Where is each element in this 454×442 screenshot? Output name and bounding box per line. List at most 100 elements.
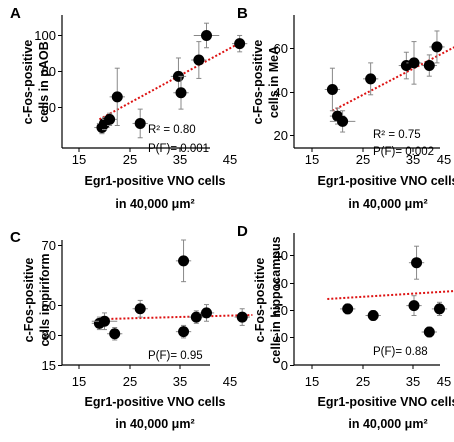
x-tick-label: 15 (72, 374, 86, 389)
data-point (406, 295, 422, 316)
y-axis-label: c-Fos-positive (251, 40, 265, 125)
trend-line (98, 40, 243, 121)
y-tick-label: 40 (274, 85, 288, 100)
trend-line (99, 314, 253, 321)
y-tick-label: 10 (274, 330, 288, 345)
data-point (198, 304, 215, 322)
point-marker (337, 115, 349, 127)
stat-text: R² = 0.80 (148, 124, 196, 136)
x-axis-label: Egr1-positive VNO cells (317, 174, 454, 188)
point-marker (201, 29, 212, 41)
panel-letter: A (10, 5, 21, 22)
panel-letter: D (237, 223, 248, 240)
stat-text: P(F)= 0.95 (148, 350, 203, 362)
x-axis-label: in 40,000 μm² (348, 197, 427, 211)
data-point (132, 108, 148, 139)
x-tick-label: 45 (223, 152, 237, 167)
point-marker (134, 303, 146, 315)
data-point (408, 245, 425, 280)
stat-text: P(F)= 0.88 (373, 346, 428, 358)
point-marker (236, 311, 248, 323)
point-marker (111, 91, 123, 103)
point-marker (99, 315, 110, 327)
y-axis-label: cells in piriform (38, 253, 52, 346)
x-tick-label: 35 (173, 374, 187, 389)
point-marker (342, 303, 354, 315)
trend-line (331, 46, 454, 112)
point-marker (193, 54, 205, 66)
x-axis-label: in 40,000 μm² (115, 417, 194, 431)
data-point (132, 299, 148, 318)
data-point (234, 308, 250, 326)
point-marker (104, 113, 116, 125)
data-point (175, 324, 192, 339)
data-point (91, 312, 118, 331)
data-point (421, 326, 437, 338)
x-tick-label: 25 (356, 152, 370, 167)
panel-letter: B (237, 5, 248, 22)
point-marker (423, 60, 435, 72)
x-tick-label: 25 (123, 374, 137, 389)
y-tick-label: 100 (34, 28, 56, 43)
y-tick-label: 60 (42, 100, 56, 115)
data-point (107, 327, 123, 341)
point-marker (234, 38, 246, 50)
y-axis-label: cells in MeA (267, 46, 281, 118)
x-tick-label: 45 (437, 374, 451, 389)
point-marker (408, 300, 420, 312)
data-point (406, 41, 422, 85)
x-tick-label: 35 (406, 374, 420, 389)
y-axis-label: cells in pAOB (37, 41, 51, 122)
data-point (191, 41, 207, 79)
panel-letter: C (10, 229, 21, 246)
x-tick-label: 35 (173, 152, 187, 167)
point-marker (326, 83, 338, 95)
point-marker (367, 310, 379, 321)
trend-line (327, 290, 454, 300)
point-marker (423, 326, 435, 338)
point-marker (201, 307, 212, 319)
y-tick-label: 20 (274, 128, 288, 143)
stat-text: P(F)= 0.001 (148, 143, 209, 155)
x-tick-label: 25 (356, 374, 370, 389)
point-marker (365, 73, 377, 85)
x-tick-label: 45 (437, 152, 451, 167)
data-point (175, 239, 192, 283)
y-tick-label: 50 (42, 298, 56, 313)
point-marker (109, 328, 121, 340)
stat-text: R² = 0.75 (373, 129, 421, 141)
y-tick-label: 15 (42, 358, 56, 373)
x-axis-label: Egr1-positive VNO cells (84, 174, 225, 188)
data-point (340, 303, 356, 315)
data-point (193, 22, 220, 49)
y-tick-label: 80 (42, 64, 56, 79)
point-marker (178, 255, 190, 267)
data-point (363, 62, 379, 96)
point-marker (178, 326, 190, 338)
point-marker (190, 311, 202, 323)
stat-text: P(F)= 0.002 (373, 146, 434, 158)
data-point (431, 301, 448, 316)
y-tick-label: 20 (274, 303, 288, 318)
data-point (101, 112, 118, 126)
data-point (188, 310, 204, 324)
point-marker (134, 117, 146, 129)
y-axis-label: c-Fos-positive (21, 40, 35, 125)
y-tick-label: 60 (274, 41, 288, 56)
x-axis-label: Egr1-positive VNO cells (84, 395, 225, 409)
data-point (173, 75, 189, 110)
point-marker (408, 57, 420, 69)
x-tick-label: 25 (123, 152, 137, 167)
x-tick-label: 45 (223, 374, 237, 389)
y-tick-label: 0 (281, 358, 288, 373)
y-axis-label: c-Fos-positive (22, 258, 36, 343)
data-point (365, 310, 381, 321)
point-marker (431, 41, 443, 53)
data-point (421, 54, 437, 77)
x-tick-label: 35 (406, 152, 420, 167)
panel-c: Cc-Fos-positive cells in piriform 15 30 50 70… (10, 229, 253, 431)
x-tick-label: 15 (305, 374, 319, 389)
